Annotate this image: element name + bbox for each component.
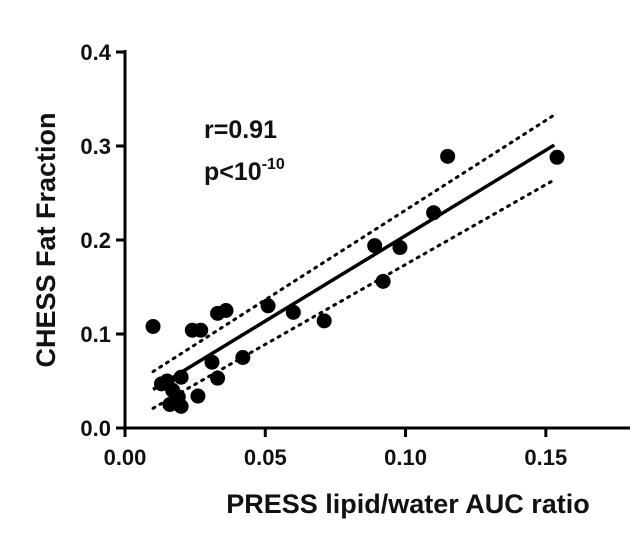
data-point bbox=[367, 238, 383, 254]
data-point bbox=[190, 388, 206, 404]
data-point bbox=[316, 313, 332, 329]
axis-ticks: 0.0 0.1 0.2 0.3 0.4 0.00 0.05 0.10 0.15 bbox=[80, 40, 567, 470]
regression-fit bbox=[152, 143, 556, 391]
data-point bbox=[204, 354, 220, 370]
ci-lower-line bbox=[151, 178, 556, 410]
data-point bbox=[375, 273, 391, 289]
confidence-bands bbox=[151, 113, 556, 410]
y-tick-label: 0.2 bbox=[80, 228, 111, 253]
x-tick-label: 0.05 bbox=[244, 445, 287, 470]
data-points bbox=[145, 148, 565, 414]
data-point bbox=[260, 298, 276, 314]
data-point bbox=[440, 148, 456, 164]
data-point bbox=[235, 350, 251, 365]
y-tick-label: 0.0 bbox=[80, 416, 111, 441]
data-point bbox=[145, 318, 161, 334]
y-tick-label: 0.1 bbox=[80, 322, 111, 347]
pvalue-annotation: p<10-10 bbox=[204, 156, 285, 186]
x-tick-label: 0.10 bbox=[384, 445, 427, 470]
correlation-annotation: r=0.91 bbox=[204, 116, 277, 144]
regression-line bbox=[152, 143, 556, 391]
x-tick-label: 0.15 bbox=[524, 445, 567, 470]
data-point bbox=[426, 205, 442, 221]
y-tick-label: 0.3 bbox=[80, 134, 111, 159]
pvalue-exponent: -10 bbox=[262, 156, 285, 173]
x-axis-title: PRESS lipid/water AUC ratio bbox=[226, 489, 590, 519]
data-point bbox=[218, 303, 234, 318]
data-point bbox=[210, 370, 226, 386]
data-point bbox=[392, 240, 408, 256]
x-tick-label: 0.00 bbox=[104, 445, 147, 470]
y-axis-title: CHESS Fat Fraction bbox=[31, 112, 61, 367]
data-point bbox=[193, 322, 209, 338]
data-point bbox=[173, 369, 189, 385]
pvalue-prefix: p<10 bbox=[204, 158, 262, 186]
data-point bbox=[549, 149, 565, 165]
y-tick-label: 0.4 bbox=[80, 40, 111, 65]
data-point bbox=[173, 398, 189, 414]
data-point bbox=[285, 304, 301, 320]
ci-upper-line bbox=[151, 113, 556, 374]
